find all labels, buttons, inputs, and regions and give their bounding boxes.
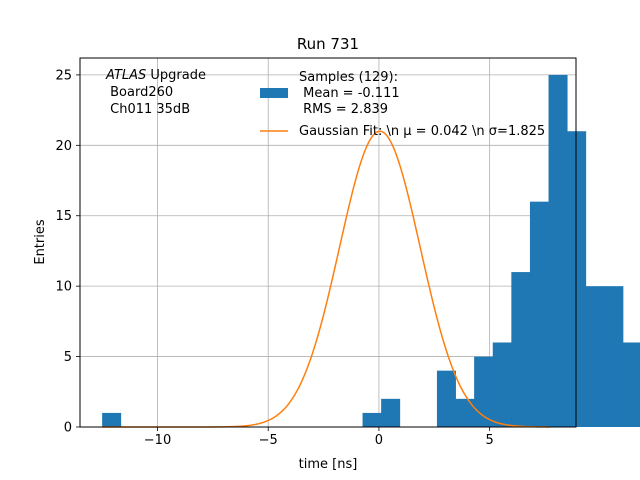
y-tick-label: 5 <box>64 350 72 365</box>
histogram-bars <box>102 74 640 428</box>
atlas-annotation: ATLAS Upgrade Board260 Ch011 35dB <box>105 68 206 117</box>
y-tick-label: 20 <box>55 139 72 154</box>
x-axis-label: time [ns] <box>299 457 358 472</box>
legend-histogram-swatch <box>260 88 288 98</box>
x-tick-label: 0 <box>375 433 383 448</box>
histogram-bar <box>455 398 475 427</box>
annotation-line-1: ATLAS Upgrade <box>105 68 206 83</box>
histogram-bar <box>585 286 605 427</box>
histogram-bar <box>381 398 401 427</box>
histogram-bar <box>622 342 640 427</box>
histogram-bar <box>492 342 512 427</box>
histogram-bar <box>102 412 122 427</box>
plot-frame <box>79 57 577 428</box>
x-tick-label: −5 <box>259 433 278 448</box>
histogram-bar <box>436 370 456 427</box>
y-tick-label: 25 <box>55 68 72 83</box>
legend: Samples (129): Mean = -0.111 RMS = 2.839… <box>260 70 545 139</box>
legend-fit-label: Gaussian Fit: \n μ = 0.042 \n σ=1.825 <box>299 124 545 139</box>
legend-histogram-label-2: Mean = -0.111 <box>299 86 400 101</box>
histogram-bar <box>362 412 382 427</box>
y-tick-label: 10 <box>55 280 72 295</box>
x-axis-ticks: −10 −5 0 5 <box>144 427 494 448</box>
histogram-bar <box>474 356 494 427</box>
y-tick-label: 15 <box>55 209 72 224</box>
annotation-line-3: Ch011 35dB <box>106 102 190 117</box>
legend-histogram-label-3: RMS = 2.839 <box>299 102 388 117</box>
y-axis-ticks: 0 5 10 15 20 25 <box>55 68 80 436</box>
histogram-bar <box>567 131 587 428</box>
histogram-bar <box>548 74 568 428</box>
x-tick-label: −10 <box>144 433 171 448</box>
histogram-bar <box>529 201 549 427</box>
x-tick-label: 5 <box>486 433 494 448</box>
chart-title: Run 731 <box>297 35 359 53</box>
legend-histogram-label-1: Samples (129): <box>299 70 398 85</box>
y-axis-label: Entries <box>33 219 48 265</box>
histogram-bar <box>604 286 624 427</box>
annotation-line-2: Board260 <box>106 85 173 100</box>
histogram-bar <box>511 272 531 427</box>
y-tick-label: 0 <box>64 421 72 436</box>
